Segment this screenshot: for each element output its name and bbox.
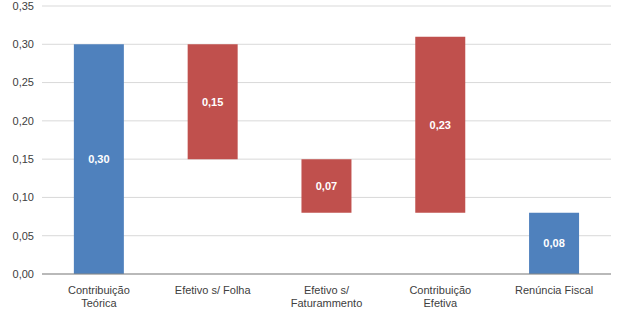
svg-text:Efetivo s/Faturammento: Efetivo s/Faturammento (291, 284, 363, 309)
svg-text:0,23: 0,23 (430, 119, 451, 131)
svg-text:0,05: 0,05 (13, 230, 34, 242)
svg-text:0,00: 0,00 (13, 268, 34, 280)
svg-text:0,15: 0,15 (202, 96, 223, 108)
svg-text:ContribuiçãoTeórica: ContribuiçãoTeórica (68, 284, 130, 309)
svg-text:ContribuiçãoEfetiva: ContribuiçãoEfetiva (409, 284, 471, 309)
svg-text:0,25: 0,25 (13, 76, 34, 88)
svg-text:0,07: 0,07 (316, 180, 337, 192)
svg-text:0,15: 0,15 (13, 153, 34, 165)
svg-text:0,10: 0,10 (13, 191, 34, 203)
svg-text:0,20: 0,20 (13, 115, 34, 127)
svg-text:Efetivo s/ Folha: Efetivo s/ Folha (175, 284, 252, 296)
svg-text:0,30: 0,30 (88, 153, 109, 165)
svg-text:0,35: 0,35 (13, 0, 34, 12)
svg-text:Renúncia Fiscal: Renúncia Fiscal (515, 284, 593, 296)
svg-text:0,08: 0,08 (543, 237, 564, 249)
svg-text:0,30: 0,30 (13, 38, 34, 50)
